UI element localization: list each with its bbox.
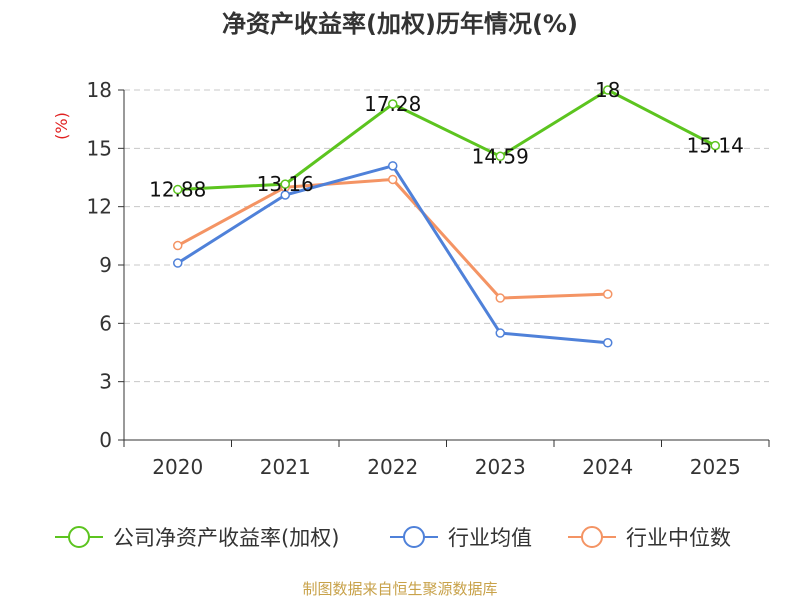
x-tick-label: 2021 bbox=[260, 455, 311, 479]
data-point bbox=[173, 240, 183, 251]
data-point bbox=[603, 338, 613, 348]
y-axis-unit-label: (%) bbox=[52, 112, 71, 140]
data-label: 18 bbox=[595, 78, 620, 102]
data-point bbox=[173, 184, 183, 195]
x-tick-label: 2025 bbox=[690, 455, 741, 479]
x-tick-label: 2024 bbox=[582, 455, 633, 479]
series-line-0 bbox=[177, 88, 716, 192]
data-labels: 12.88 13.16 17.28 14.59 18 15.14 bbox=[149, 78, 744, 202]
chart-title: 净资产收益率(加权)历年情况(%) bbox=[222, 10, 578, 38]
legend-label-2: 行业中位数 bbox=[626, 526, 731, 550]
y-tick-label: 0 bbox=[99, 428, 112, 452]
data-point bbox=[280, 179, 290, 189]
data-label: 17.28 bbox=[364, 92, 421, 116]
grid-lines bbox=[124, 89, 769, 383]
y-tick-label: 3 bbox=[99, 370, 112, 394]
data-point bbox=[603, 289, 613, 299]
data-point bbox=[710, 140, 720, 151]
data-label: 15.14 bbox=[687, 134, 744, 158]
y-tick-label: 15 bbox=[87, 136, 112, 160]
source-footer: 制图数据来自恒生聚源数据库 bbox=[302, 580, 498, 598]
data-label: 13.16 bbox=[257, 172, 314, 196]
legend-label-0: 公司净资产收益率(加权) bbox=[113, 526, 339, 550]
x-tick-label: 2023 bbox=[475, 455, 526, 479]
series-line-2 bbox=[177, 177, 608, 300]
x-tick-label: 2022 bbox=[367, 455, 418, 479]
legend-marker-0 bbox=[68, 526, 90, 548]
y-tick-label: 18 bbox=[87, 78, 112, 102]
series-line-1 bbox=[176, 164, 608, 345]
data-point bbox=[495, 151, 505, 162]
data-point bbox=[388, 161, 398, 171]
data-point bbox=[603, 85, 613, 95]
y-tick-label: 6 bbox=[99, 311, 112, 335]
y-tick-label: 12 bbox=[87, 195, 112, 219]
data-point bbox=[173, 258, 183, 268]
legend-label-1: 行业均值 bbox=[448, 526, 532, 550]
y-tick-label: 9 bbox=[99, 253, 112, 277]
axes: 0 3 6 9 12 15 18 2020 2021 2022 2023 2024 2025 bbox=[87, 78, 770, 479]
data-point bbox=[388, 174, 398, 185]
legend-marker-1 bbox=[403, 526, 425, 548]
x-tick-label: 2020 bbox=[152, 455, 203, 479]
data-point bbox=[280, 190, 290, 200]
series-lines bbox=[173, 85, 720, 348]
legend-marker-2 bbox=[581, 526, 603, 548]
data-label: 12.88 bbox=[149, 178, 206, 202]
legend: 公司净资产收益率(加权) 行业均值 行业中位数 bbox=[55, 526, 731, 550]
data-point bbox=[495, 328, 505, 338]
data-point bbox=[495, 293, 505, 303]
data-label: 14.59 bbox=[472, 144, 529, 168]
data-point bbox=[388, 99, 398, 109]
